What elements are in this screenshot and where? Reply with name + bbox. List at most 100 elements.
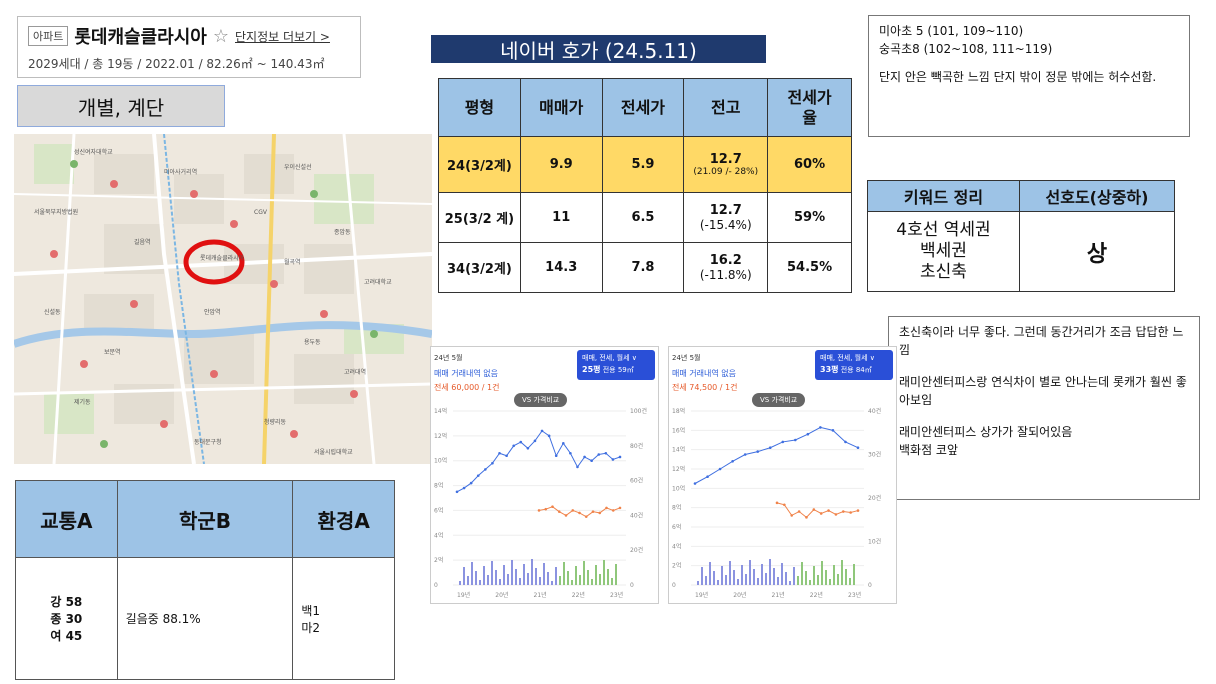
volume-bar [599,574,601,585]
data-point [562,442,565,445]
y2-tick-label: 0 [868,582,872,589]
volume-bar [471,562,473,585]
y-tick-label: 0 [672,582,676,589]
volume-bar [793,567,795,585]
map-label: 길음역 [134,238,151,246]
col-header-high: 전고 [683,78,769,137]
data-point [768,446,772,450]
data-point [512,444,515,448]
volume-bar [841,560,843,585]
price-title: 네이버 호가 (24.5.11) [431,35,766,63]
volume-bar [777,577,779,585]
volume-bar [825,570,827,585]
volume-bar [789,581,791,585]
y-tick-label: 12억 [672,465,685,473]
data-point [498,451,501,455]
data-point [605,506,608,510]
y-tick-label: 18억 [672,407,685,415]
chart-date: 24년 5월 [672,354,701,362]
selector-label: 매매, 전세, 월세 ∨ [582,354,637,362]
data-point [856,446,860,450]
y-tick-label: 10억 [434,457,447,465]
volume-bar [543,563,545,585]
school-line: 단지 안은 빽곡한 느낌 단지 밖이 정문 밖에는 허수선함. [879,70,1157,84]
volume-bar [797,576,799,585]
data-point [611,509,615,512]
data-point [564,514,568,517]
x-tick-label: 21년 [534,591,547,599]
data-point [554,454,558,458]
star-icon[interactable]: ☆ [212,25,229,47]
trade-type-selector[interactable]: 매매, 전세, 월세 ∨ 25평 전용 59㎡ [577,350,655,380]
type-badge: 아파트 [28,26,69,46]
data-point [533,439,537,443]
volume-bar [737,579,739,585]
compare-button[interactable]: VS 가격비교 [514,393,568,407]
data-point [576,465,579,469]
score-table: 교통A 학군B 환경A 강 58 종 30 여 45 길음중 88.1% 백1 … [15,480,395,680]
volume-bar [697,581,699,585]
volume-bar [511,560,513,585]
y-tick-label: 0 [434,582,438,589]
volume-bar [615,564,617,585]
map-label: 고려대역 [344,368,366,376]
y2-tick-label: 20건 [630,546,643,554]
complex-info-link[interactable]: 단지정보 더보기 > [235,29,330,44]
data-point [469,481,473,485]
volume-bar [729,561,731,585]
data-point [706,475,709,479]
high-sub: (-15.4%) [699,218,752,232]
volume-bar [591,579,593,585]
data-point [775,501,779,505]
y-tick-label: 2억 [434,556,443,564]
cell-high: 12.7 (-15.4%) [683,192,769,243]
volume-bar [741,565,743,585]
location-map[interactable]: 우이신설선 서울북부지방법원 용두동 종암동 제기동 청량리동 신설동 고려대학… [14,134,432,464]
volume-bar [523,564,525,585]
score-header-transport: 교통A [15,480,118,558]
data-point [790,514,794,517]
data-point [519,440,523,444]
y-tick-label: 10억 [672,484,685,492]
cell-sale: 14.3 [519,242,603,293]
volume-bar [849,578,851,585]
chart-date: 24년 5월 [434,354,463,362]
compare-button[interactable]: VS 가격비교 [752,393,806,407]
data-point [547,434,551,438]
map-label: 보문역 [104,348,121,356]
environment-cell: 백1 마2 [292,557,395,680]
volume-bar [587,570,589,585]
comment-box: 초신축이라 너무 좋다. 그런데 동간거리가 조금 답답한 느낌 래미안센터피스… [888,316,1200,500]
chart-no-trade: 매매 거래내역 없음 [434,369,498,378]
y2-tick-label: 20건 [868,494,881,502]
trade-type-selector[interactable]: 매매, 전세, 월세 ∨ 33평 전용 84㎡ [815,350,893,380]
volume-bar [805,571,807,585]
table-row: 25(3/2 계) 11 6.5 12.7 (-15.4%) 59% [438,192,852,243]
y2-tick-label: 100건 [630,407,647,415]
table-row: 24(3/2계) 9.9 5.9 12.7 (21.09 /- 28%) 60% [438,136,852,193]
area-label: 전용 84㎡ [840,365,872,374]
volume-bar [853,564,855,585]
data-point [743,453,747,456]
cell-ratio: 54.5% [767,242,852,293]
map-label-target: 롯데캐슬클라시아 [200,254,245,262]
cell-high: 16.2 (-11.8%) [683,242,769,293]
volume-bar [809,580,811,585]
col-header-jeonse: 전세가 [601,78,685,137]
volume-bar [519,578,521,585]
map-label: CGV [254,209,268,216]
volume-bar [459,581,461,585]
data-point [491,461,494,465]
data-point [797,510,801,513]
data-point [618,455,622,459]
volume-bar [463,567,465,585]
data-point [462,486,466,490]
chart-plot: 18억 16억 14억 12억 10억 8억 6억 4억 2억 0 40건 30건 20건 10건 0 19년… [672,407,881,599]
data-point [584,515,588,518]
cell-ratio: 60% [767,136,852,193]
volume-bar [515,569,517,585]
data-point [544,507,548,511]
data-point [526,446,530,450]
data-point [540,429,544,433]
map-label: 고려대학교 [364,278,392,286]
